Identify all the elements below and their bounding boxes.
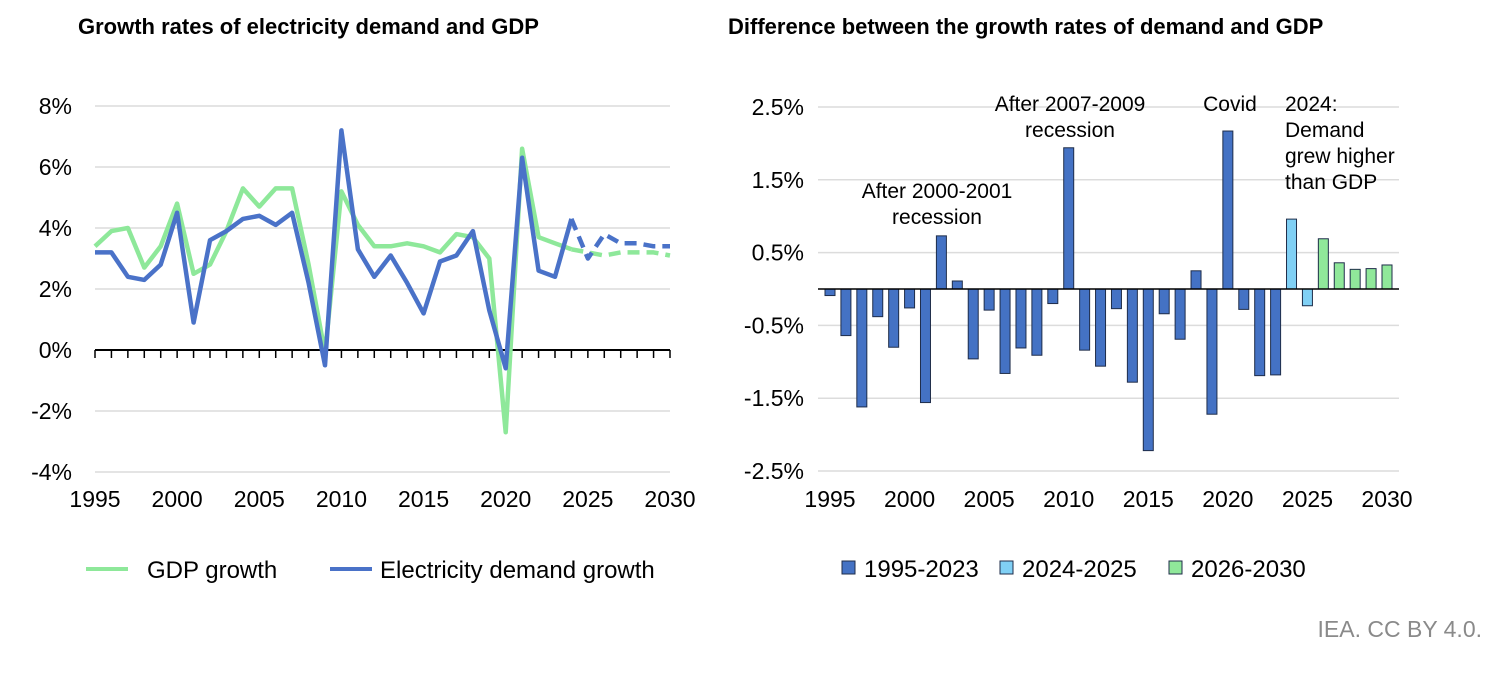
right-bar-chart: 2.5% 1.5% 0.5% -0.5% -1.5% -2.5%1995 2000 2005 2… <box>744 93 1413 583</box>
x-tick-label: 2000 <box>152 486 203 512</box>
bar-2004 <box>967 288 979 360</box>
left-chart-title: Growth rates of electricity demand and G… <box>78 14 539 39</box>
x-tick-label: 2020 <box>1202 486 1253 512</box>
bar-1995 <box>824 288 836 297</box>
y-tick-label: -0.5% <box>744 312 804 338</box>
electricity-demand-growth-line <box>95 128 574 371</box>
legend-label: 1995-2023 <box>864 556 979 583</box>
bar-1997 <box>856 288 868 408</box>
x-tick-label: 2030 <box>1361 486 1412 512</box>
annotation-2024: 2024: Demand grew higher than GDP <box>1285 93 1395 194</box>
gdp-growth-line <box>93 146 573 435</box>
bar-2017 <box>1174 288 1186 340</box>
left-line-chart: 8% 6% 4% 2% 0% -2% -4%1995 2000 2005 2010 2015 2020… <box>31 93 695 584</box>
bar-2016 <box>1158 288 1170 315</box>
x-tick-label: 2025 <box>1282 486 1333 512</box>
x-tick-label: 2015 <box>398 486 449 512</box>
bar-2012 <box>1095 288 1107 367</box>
x-tick-label: 1995 <box>804 486 855 512</box>
bar-2011 <box>1079 288 1091 351</box>
legend-label: 2024-2025 <box>1022 556 1137 583</box>
right-legend: 1995-2023 2024-2025 2026-2030 <box>841 556 1306 583</box>
bar-2009 <box>1047 288 1059 305</box>
annotation-line: Covid <box>1203 93 1257 116</box>
y-tick-label: 1.5% <box>752 167 804 193</box>
legend-label: 2026-2030 <box>1191 556 1306 583</box>
annotation-2002: After 2000-2001 recession <box>862 180 1013 229</box>
bar-2006 <box>999 288 1011 374</box>
gdp-growth-projection-line <box>570 247 671 258</box>
bar-2025 <box>1301 288 1313 307</box>
annotation-line: recession <box>1025 119 1115 142</box>
x-tick-label: 2025 <box>562 486 613 512</box>
bar-2029 <box>1365 268 1377 290</box>
legend-swatch <box>841 560 856 575</box>
legend-swatch <box>1168 560 1183 575</box>
credit-text: IEA. CC BY 4.0. <box>1317 616 1482 642</box>
legend-label: GDP growth <box>147 557 277 584</box>
bar-2018 <box>1190 270 1202 290</box>
legend-label: Electricity demand growth <box>380 557 655 584</box>
annotation-line: After 2007-2009 <box>995 93 1146 116</box>
bar-1999 <box>888 288 900 348</box>
y-tick-label: 8% <box>39 93 72 119</box>
bar-2023 <box>1270 288 1282 376</box>
bar-2024 <box>1286 218 1298 290</box>
bar-2001 <box>919 288 931 404</box>
bar-2019 <box>1206 288 1218 415</box>
bar-1998 <box>872 288 884 318</box>
y-tick-label: -2.5% <box>744 458 804 484</box>
bar-2027 <box>1333 262 1345 290</box>
x-tick-label: 2030 <box>644 486 695 512</box>
annotation-2020: Covid <box>1203 93 1257 116</box>
bar-2003 <box>951 280 963 290</box>
y-tick-label: -4% <box>31 459 72 485</box>
y-tick-label: -1.5% <box>744 385 804 411</box>
left-legend: GDP growth Electricity demand growth <box>86 557 655 584</box>
y-tick-label: 4% <box>39 215 72 241</box>
annotation-line: 2024: <box>1285 93 1338 116</box>
annotation-line: recession <box>892 206 982 229</box>
bar-2008 <box>1031 288 1043 356</box>
y-tick-label: 6% <box>39 154 72 180</box>
bar-2010 <box>1063 147 1075 290</box>
annotation-line: than GDP <box>1285 171 1377 194</box>
bar-1996 <box>840 288 852 337</box>
x-tick-label: 2015 <box>1123 486 1174 512</box>
bar-2030 <box>1381 264 1393 290</box>
x-tick-label: 2020 <box>480 486 531 512</box>
right-chart-title: Difference between the growth rates of d… <box>728 14 1324 39</box>
y-tick-label: 2.5% <box>752 94 804 120</box>
bar-2014 <box>1126 288 1138 383</box>
bar-2022 <box>1254 288 1266 377</box>
electricity-demand-growth-projection-line <box>569 218 670 261</box>
annotation-line: Demand <box>1285 119 1364 142</box>
bar-2002 <box>935 235 947 290</box>
annotation-2010: After 2007-2009 recession <box>995 93 1146 142</box>
y-tick-label: 0.5% <box>752 240 804 266</box>
bar-2021 <box>1238 288 1250 310</box>
x-tick-label: 1995 <box>69 486 120 512</box>
legend-swatch <box>999 560 1014 575</box>
bar-2020 <box>1222 130 1234 290</box>
bar-2000 <box>904 288 916 309</box>
y-tick-label: 2% <box>39 276 72 302</box>
bar-2028 <box>1349 268 1361 290</box>
bar-2026 <box>1317 238 1329 290</box>
annotation-line: grew higher <box>1285 145 1395 168</box>
bar-2007 <box>1015 288 1027 349</box>
annotation-line: After 2000-2001 <box>862 180 1013 203</box>
x-tick-label: 2005 <box>964 486 1015 512</box>
y-tick-label: 0% <box>39 337 72 363</box>
x-tick-label: 2010 <box>316 486 367 512</box>
y-tick-label: -2% <box>31 398 72 424</box>
x-tick-label: 2005 <box>234 486 285 512</box>
x-tick-label: 2010 <box>1043 486 1094 512</box>
bar-2013 <box>1110 288 1122 310</box>
bar-2005 <box>983 288 995 311</box>
bar-2015 <box>1142 288 1154 452</box>
x-tick-label: 2000 <box>884 486 935 512</box>
